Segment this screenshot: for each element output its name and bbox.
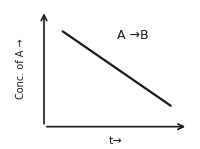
Text: A →B: A →B [117,30,149,42]
Text: Conc. of A →: Conc. of A → [16,38,26,99]
Text: t→: t→ [109,136,123,146]
